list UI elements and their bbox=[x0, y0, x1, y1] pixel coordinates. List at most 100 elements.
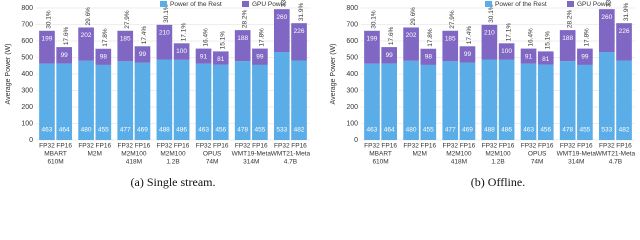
group-label: M2M100 bbox=[446, 151, 472, 158]
value-label: 99 bbox=[464, 51, 472, 58]
bar-segment bbox=[498, 59, 515, 141]
x-tick-label: FP16 bbox=[135, 143, 151, 150]
x-tick-label: FP32 bbox=[78, 143, 94, 150]
legend-label: GPU Power bbox=[577, 1, 612, 8]
bar-segment bbox=[616, 23, 632, 61]
bar-segment bbox=[520, 48, 537, 64]
group-label: MBART bbox=[44, 151, 67, 158]
share-label: 17.6% bbox=[388, 26, 395, 45]
y-tick-label: 300 bbox=[21, 87, 33, 94]
group-label: M2M100 bbox=[485, 151, 511, 158]
bar-segment bbox=[442, 61, 459, 140]
value-label: 469 bbox=[462, 127, 473, 134]
group-size: 610M bbox=[372, 159, 388, 166]
bar-segment bbox=[39, 63, 55, 141]
bar-segment bbox=[95, 64, 112, 140]
x-tick-label: FP32 bbox=[442, 143, 458, 150]
value-label: 91 bbox=[200, 53, 208, 60]
x-tick-label: FP16 bbox=[174, 143, 190, 150]
bar-segment bbox=[134, 46, 151, 63]
y-tick-label: 200 bbox=[21, 104, 33, 111]
bar-segment bbox=[134, 62, 151, 140]
bar-segment bbox=[78, 60, 94, 140]
y-tick-label: 200 bbox=[346, 104, 358, 111]
x-tick-label: FP32 bbox=[482, 143, 498, 150]
value-label: 81 bbox=[542, 56, 550, 63]
bar-segment bbox=[156, 24, 173, 60]
bar-segment bbox=[598, 9, 615, 53]
bar-segment bbox=[291, 60, 307, 140]
value-label: 455 bbox=[579, 127, 590, 134]
group-label: M2M100 bbox=[121, 151, 147, 158]
share-label: 30.1% bbox=[371, 10, 378, 29]
y-tick-label: 400 bbox=[21, 71, 33, 78]
value-label: 482 bbox=[619, 127, 630, 134]
share-label: 17.1% bbox=[180, 23, 187, 42]
legend-label: GPU Power bbox=[252, 1, 287, 8]
legend-swatch bbox=[242, 1, 249, 7]
value-label: 100 bbox=[176, 48, 187, 55]
x-tick-label: FP16 bbox=[538, 143, 554, 150]
group-size: 74M bbox=[531, 159, 544, 166]
group-label: OPUS bbox=[528, 151, 547, 158]
y-tick-label: 600 bbox=[346, 38, 358, 45]
share-label: 30.1% bbox=[46, 10, 53, 29]
x-tick-label: FP32 bbox=[560, 143, 576, 150]
value-label: 533 bbox=[601, 127, 612, 134]
value-label: 188 bbox=[562, 35, 573, 42]
value-label: 98 bbox=[425, 53, 433, 60]
bar-segment bbox=[273, 9, 290, 53]
y-tick-label: 800 bbox=[21, 5, 33, 12]
group-size: 610M bbox=[47, 159, 63, 166]
bar-segment bbox=[537, 51, 554, 65]
value-label: 463 bbox=[42, 127, 53, 134]
value-label: 533 bbox=[276, 127, 287, 134]
bar-segment bbox=[56, 47, 73, 64]
value-label: 469 bbox=[137, 127, 148, 134]
bar-segment bbox=[117, 61, 134, 140]
bar-segment bbox=[234, 30, 251, 62]
x-tick-label: FP16 bbox=[381, 143, 397, 150]
y-tick-label: 800 bbox=[346, 5, 358, 12]
x-tick-label: FP16 bbox=[421, 143, 437, 150]
x-tick-label: FP32 bbox=[274, 143, 290, 150]
share-label: 30.1% bbox=[163, 4, 170, 23]
group-size: 418M bbox=[451, 159, 467, 166]
x-tick-label: FP32 bbox=[599, 143, 615, 150]
bar-segment bbox=[459, 46, 476, 63]
value-label: 480 bbox=[406, 127, 417, 134]
bar-segment bbox=[173, 43, 190, 60]
bar-segment bbox=[156, 59, 173, 141]
y-tick-label: 500 bbox=[21, 54, 33, 61]
group-label: MBART bbox=[369, 151, 392, 158]
bar-segment bbox=[616, 60, 632, 140]
y-axis-title: Average Power (W) bbox=[330, 44, 337, 105]
value-label: 486 bbox=[501, 127, 512, 134]
share-label: 30.1% bbox=[488, 4, 495, 23]
value-label: 477 bbox=[120, 127, 131, 134]
share-label: 29.6% bbox=[410, 7, 417, 26]
group-label: OPUS bbox=[203, 151, 222, 158]
bar-segment bbox=[537, 64, 554, 140]
value-label: 463 bbox=[198, 127, 209, 134]
bar-segment bbox=[420, 64, 437, 140]
x-tick-label: FP32 bbox=[196, 143, 212, 150]
share-label: 17.1% bbox=[505, 23, 512, 42]
bar-segment bbox=[212, 51, 229, 65]
x-tick-label: FP32 bbox=[157, 143, 173, 150]
group-size: 314M bbox=[243, 159, 259, 166]
bar-segment bbox=[577, 64, 593, 140]
bar-segment bbox=[117, 30, 134, 62]
bar-segment bbox=[520, 63, 537, 141]
bar-segment bbox=[420, 48, 437, 65]
value-label: 463 bbox=[367, 127, 378, 134]
bar-segment bbox=[291, 23, 307, 61]
value-label: 202 bbox=[406, 32, 417, 39]
x-tick-label: FP32 bbox=[39, 143, 55, 150]
share-label: 17.8% bbox=[102, 28, 109, 47]
group-size: 1.2B bbox=[491, 159, 504, 166]
share-label: 15.1% bbox=[219, 31, 226, 50]
value-label: 478 bbox=[562, 127, 573, 134]
y-tick-label: 0 bbox=[354, 137, 358, 144]
legend-swatch bbox=[160, 1, 167, 7]
